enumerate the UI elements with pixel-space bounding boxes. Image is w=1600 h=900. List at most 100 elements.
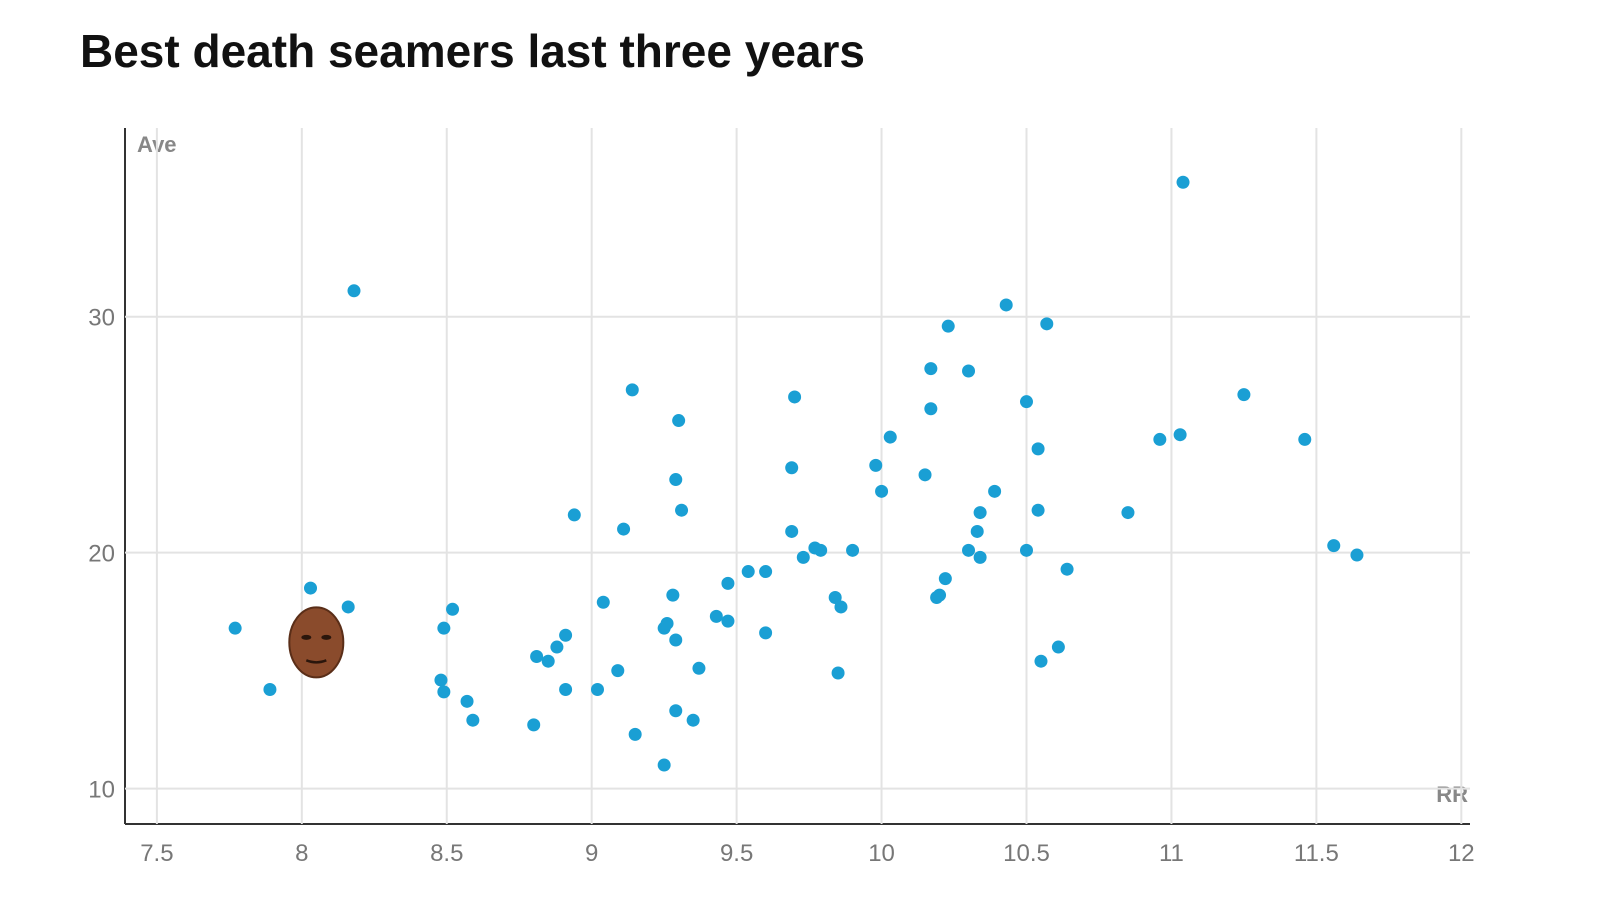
point [617,522,631,536]
point [228,621,242,635]
point [567,508,581,522]
point [741,565,755,579]
x-tick-label: 7.5 [140,840,173,867]
point [1034,654,1048,668]
face-eye [321,634,332,640]
point [1153,432,1167,446]
point [446,602,460,616]
point [1176,175,1190,189]
point [938,572,952,586]
highlight-face [288,606,345,679]
point [759,626,773,640]
point [692,661,706,675]
point [973,550,987,564]
point [550,640,564,654]
x-tick-label: 11 [1159,840,1184,867]
x-tick-label: 8.5 [430,840,463,867]
point [596,595,610,609]
point [1019,543,1033,557]
x-tick-label: 9 [585,840,598,867]
point [709,609,723,623]
point [962,364,976,378]
point [828,591,842,605]
x-tick-label: 11.5 [1294,840,1339,867]
point [962,543,976,557]
point [466,713,480,727]
x-tick-label: 8 [295,840,308,867]
point [785,524,799,538]
point [869,458,883,472]
face-mouth [305,659,327,664]
point [988,484,1002,498]
point [788,390,802,404]
point [846,543,860,557]
y-tick-label: 20 [88,541,115,568]
point [527,718,541,732]
point [669,633,683,647]
point [1019,395,1033,409]
point [1051,640,1065,654]
point [814,543,828,557]
point [675,503,689,517]
point [628,727,642,741]
point [1031,503,1045,517]
face-eye [301,634,312,640]
point [460,694,474,708]
point [924,402,938,416]
point [918,468,932,482]
point [831,666,845,680]
y-tick-label: 30 [88,305,115,332]
point [686,713,700,727]
point [263,683,277,697]
point [657,758,671,772]
point [796,550,810,564]
x-tick-label: 12 [1448,840,1475,867]
point [1327,539,1341,553]
point [541,654,555,668]
point [304,581,318,595]
point [999,298,1013,312]
chart-title: Best death seamers last three years [80,25,865,77]
point [1237,388,1251,402]
point [437,621,451,635]
point [341,600,355,614]
x-tick-label: 10.5 [1003,840,1050,867]
point [933,588,947,602]
point [530,649,544,663]
point [590,683,604,697]
point [1031,442,1045,456]
point [834,600,848,614]
point [1121,506,1135,520]
point [1350,548,1364,562]
x-axis-label: RR [1436,782,1468,807]
x-tick-label: 9.5 [720,840,753,867]
y-tick-label: 10 [88,777,115,804]
point [1040,317,1054,331]
point [1173,428,1187,442]
point [941,319,955,333]
point [666,588,680,602]
point [611,664,625,678]
point [1298,432,1312,446]
point [660,616,674,630]
point [559,683,573,697]
point [437,685,451,699]
point [1060,562,1074,576]
point [785,461,799,475]
point [970,524,984,538]
point [347,284,361,298]
point [759,565,773,579]
point [672,414,686,428]
point [973,506,987,520]
point [721,576,735,590]
point [721,614,735,628]
point [669,473,683,487]
point [625,383,639,397]
x-tick-label: 10 [868,840,895,867]
point [883,430,897,444]
point [875,484,889,498]
point [669,704,683,718]
point [924,362,938,376]
